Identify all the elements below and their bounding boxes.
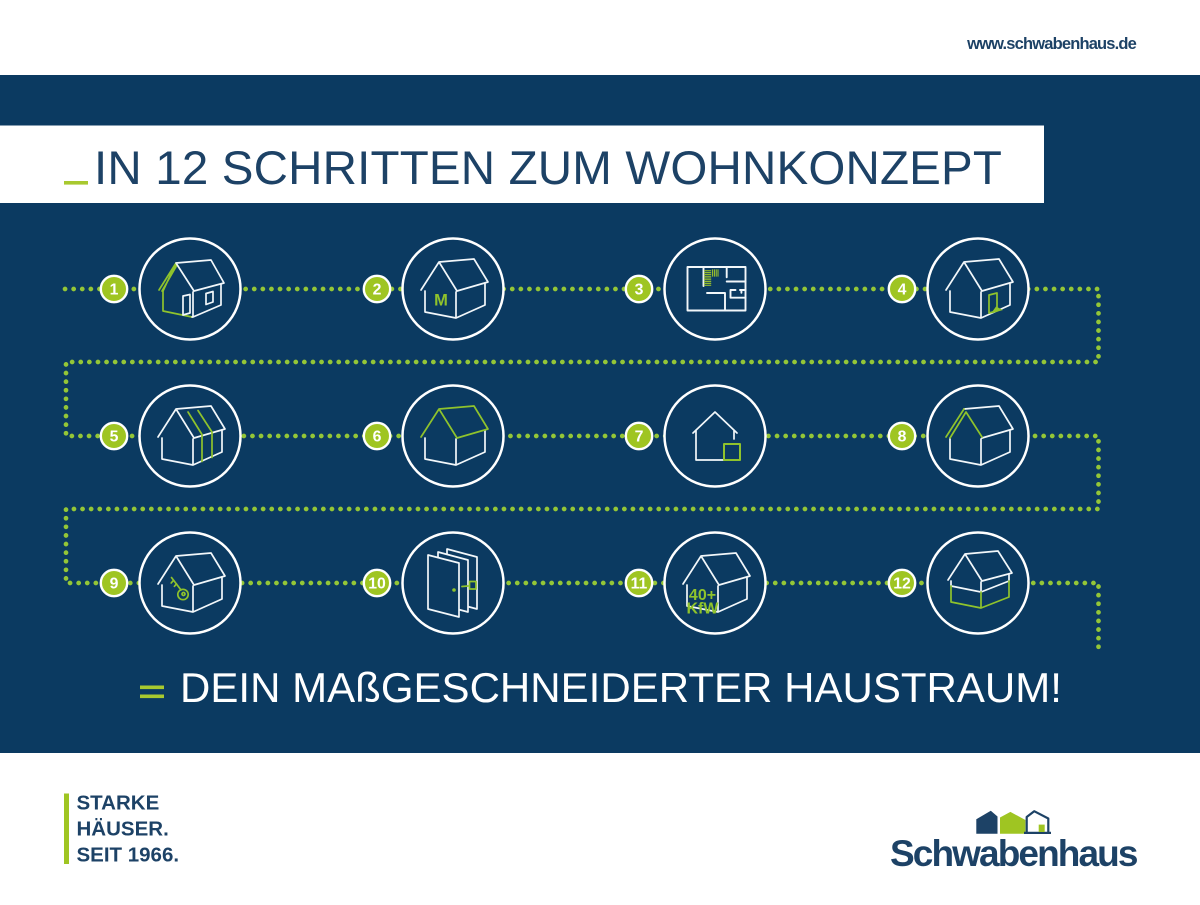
svg-text:11: 11: [631, 576, 648, 593]
svg-text:www.schwabenhaus.de: www.schwabenhaus.de: [966, 35, 1136, 53]
svg-text:HÄUSER.: HÄUSER.: [77, 818, 169, 841]
svg-text:DEIN MAßGESCHNEIDERTER HAUSTRA: DEIN MAßGESCHNEIDERTER HAUSTRAUM!: [180, 664, 1062, 711]
svg-text:SEIT 1966.: SEIT 1966.: [77, 844, 180, 867]
svg-text:6: 6: [373, 429, 382, 446]
svg-text:M: M: [434, 292, 448, 310]
svg-text:Schwabenhaus: Schwabenhaus: [890, 833, 1138, 874]
svg-text:8: 8: [898, 429, 907, 446]
svg-text:9: 9: [110, 576, 119, 593]
svg-text:2: 2: [373, 282, 382, 299]
svg-text:10: 10: [368, 576, 386, 593]
svg-text:40+: 40+: [689, 587, 716, 604]
svg-text:3: 3: [635, 282, 644, 299]
svg-text:5: 5: [110, 429, 119, 446]
svg-text:KfW: KfW: [687, 601, 720, 618]
svg-text:IN 12 SCHRITTEN ZUM WOHNKONZEP: IN 12 SCHRITTEN ZUM WOHNKONZEPT: [94, 142, 1002, 195]
svg-text:1: 1: [110, 282, 119, 299]
svg-text:STARKE: STARKE: [77, 792, 160, 815]
svg-text:7: 7: [635, 429, 644, 446]
svg-text:12: 12: [893, 576, 911, 593]
svg-text:4: 4: [898, 282, 907, 299]
